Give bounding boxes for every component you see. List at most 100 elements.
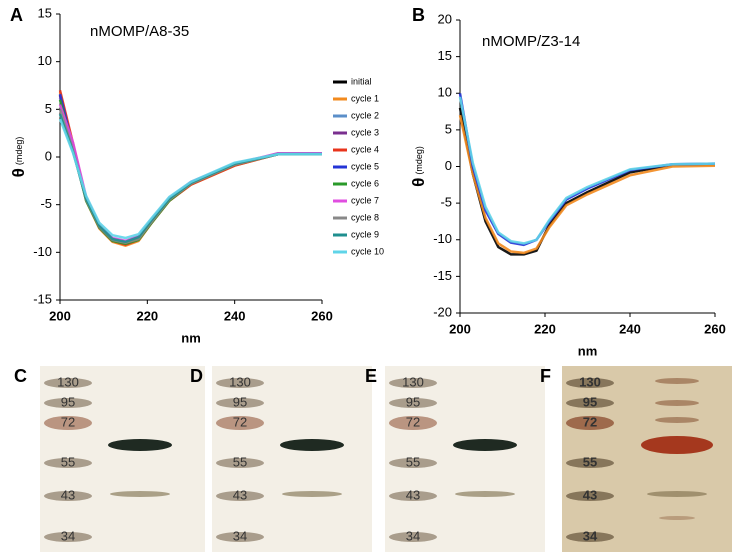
sample-band (108, 439, 172, 451)
marker-label: 55 (61, 454, 75, 469)
marker-band (389, 398, 437, 408)
y-axis-symbol: θ (409, 178, 428, 187)
x-axis-title: nm (578, 343, 598, 358)
sample-band (453, 439, 517, 451)
y-tick-label: 5 (45, 101, 52, 116)
x-tick-label: 260 (311, 308, 333, 323)
y-axis-unit: (mdeg) (14, 137, 24, 166)
marker-label: 34 (583, 528, 598, 543)
legend-label: cycle 4 (351, 144, 379, 154)
marker-label: 34 (61, 528, 75, 543)
marker-band (216, 416, 264, 430)
sample-band (655, 378, 699, 384)
marker-label: 43 (233, 487, 247, 502)
data-line (58, 93, 323, 244)
y-tick-label: 0 (445, 158, 452, 173)
legend-label: cycle 9 (351, 229, 379, 239)
legend-label: cycle 2 (351, 110, 379, 120)
sample-band (641, 436, 713, 454)
x-tick-label: 240 (619, 321, 641, 336)
panel-letter: C (14, 366, 27, 386)
y-tick-label: -10 (33, 244, 52, 259)
marker-label: 55 (233, 454, 247, 469)
marker-band (566, 398, 614, 408)
panel-letter: B (412, 5, 425, 25)
legend-label: cycle 1 (351, 93, 379, 103)
marker-band (44, 398, 92, 408)
marker-band (566, 378, 614, 388)
marker-label: 95 (583, 394, 597, 409)
sample-band (659, 516, 695, 520)
marker-label: 130 (57, 374, 79, 389)
panel-letter: A (10, 5, 23, 25)
x-tick-label: 200 (449, 321, 471, 336)
marker-band (44, 378, 92, 388)
marker-label: 130 (402, 374, 424, 389)
y-tick-label: -10 (433, 231, 452, 246)
y-axis-symbol: θ (9, 168, 28, 177)
data-line (458, 93, 716, 247)
annotation: nMOMP/A8-35 (90, 23, 189, 40)
y-tick-label: 15 (438, 48, 452, 63)
marker-label: 55 (406, 454, 420, 469)
marker-label: 55 (583, 454, 597, 469)
marker-band (216, 378, 264, 388)
y-tick-label: 15 (38, 5, 52, 20)
x-axis-title: nm (181, 330, 201, 345)
y-tick-label: -5 (440, 195, 452, 210)
marker-label: 43 (406, 487, 420, 502)
marker-label: 72 (61, 414, 75, 429)
data-line (458, 107, 716, 256)
marker-band (216, 491, 264, 501)
marker-band (566, 532, 614, 542)
legend-label: cycle 5 (351, 161, 379, 171)
marker-band (216, 458, 264, 468)
marker-label: 43 (583, 487, 597, 502)
sample-band (110, 491, 170, 497)
y-tick-label: 20 (438, 11, 452, 26)
sample-band (280, 439, 344, 451)
marker-band (44, 458, 92, 468)
legend-label: cycle 10 (351, 246, 384, 256)
sample-band (455, 491, 515, 497)
data-line (458, 96, 716, 245)
legend-label: cycle 7 (351, 195, 379, 205)
legend-label: cycle 8 (351, 212, 379, 222)
panel-letter: D (190, 366, 203, 386)
marker-label: 95 (233, 394, 247, 409)
marker-band (44, 416, 92, 430)
marker-band (389, 532, 437, 542)
legend-label: cycle 3 (351, 127, 379, 137)
legend-label: initial (351, 76, 372, 86)
data-line (58, 118, 322, 240)
marker-label: 130 (579, 374, 601, 389)
sample-band (655, 400, 699, 406)
annotation: nMOMP/Z3-14 (482, 33, 580, 50)
marker-label: 95 (406, 394, 420, 409)
marker-band (216, 532, 264, 542)
y-tick-label: 10 (438, 85, 452, 100)
y-tick-label: -15 (433, 268, 452, 283)
y-tick-label: -20 (433, 304, 452, 319)
marker-band (44, 491, 92, 501)
marker-band (216, 398, 264, 408)
marker-label: 72 (406, 414, 420, 429)
y-tick-label: 0 (45, 148, 52, 163)
marker-band (566, 416, 614, 430)
marker-label: 34 (233, 528, 247, 543)
legend-label: cycle 6 (351, 178, 379, 188)
marker-label: 72 (233, 414, 247, 429)
marker-band (389, 491, 437, 501)
marker-label: 34 (406, 528, 420, 543)
marker-band (566, 458, 614, 468)
data-line (458, 114, 716, 255)
y-tick-label: 5 (445, 121, 452, 136)
panel-letter: F (540, 366, 551, 386)
marker-label: 130 (229, 374, 251, 389)
y-axis-title: θ (mdeg) (409, 146, 428, 187)
sample-band (655, 417, 699, 423)
x-tick-label: 220 (534, 321, 556, 336)
marker-band (389, 378, 437, 388)
x-tick-label: 260 (704, 321, 726, 336)
